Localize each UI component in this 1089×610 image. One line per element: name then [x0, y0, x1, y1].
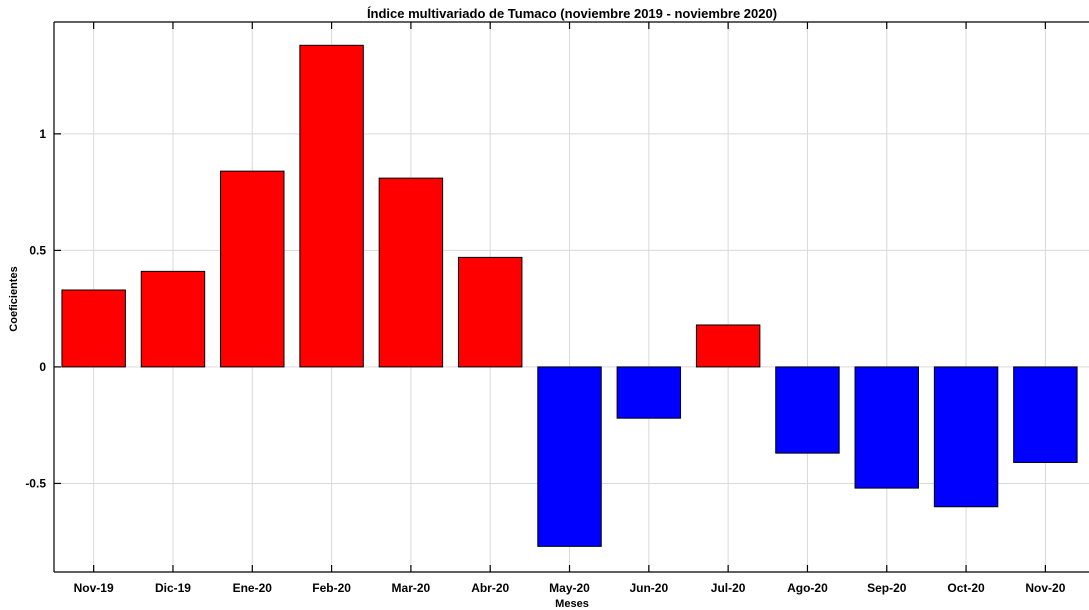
- x-tick-label: Abr-20: [471, 581, 509, 595]
- bar-abr-20: [457, 256, 523, 368]
- x-axis-label: Meses: [555, 598, 589, 610]
- bar-ene-20: [220, 170, 285, 368]
- x-tick-label: Sep-20: [867, 581, 907, 595]
- x-tick-label: Dic-19: [155, 581, 191, 595]
- bars: [61, 44, 1078, 547]
- y-tick-labels: -0.5 0 0.5 1: [25, 127, 46, 491]
- x-tick-label: Jul-20: [711, 581, 746, 595]
- y-tick-label: -0.5: [25, 476, 46, 490]
- x-tick-label: Nov-19: [74, 581, 114, 595]
- bar-jun-20: [616, 366, 682, 419]
- x-tick-label: Jun-20: [629, 581, 668, 595]
- x-tick-label: Ene-20: [233, 581, 273, 595]
- bar-oct-20: [933, 366, 999, 508]
- bar-feb-20: [299, 44, 364, 368]
- y-axis-label: Coeficientes: [8, 266, 20, 331]
- x-tick-label: Oct-20: [947, 581, 985, 595]
- bar-dic-19: [140, 270, 206, 368]
- y-tick-label: 1: [39, 127, 46, 141]
- y-tick-label: 0: [39, 360, 46, 374]
- bar-nov-20: [1013, 366, 1078, 463]
- x-tick-label: Feb-20: [312, 581, 351, 595]
- x-tick-label: Nov-20: [1025, 581, 1065, 595]
- chart-title: Índice multivariado de Tumaco (noviembre…: [367, 6, 777, 21]
- bar-may-20: [537, 366, 602, 547]
- bar-jul-20: [695, 324, 761, 368]
- axes: [53, 21, 1089, 573]
- bar-ago-20: [775, 366, 840, 454]
- x-tick-labels: Nov-19 Dic-19 Ene-20 Feb-20 Mar-20 Abr-20 May-…: [74, 581, 1066, 595]
- bar-mar-20: [378, 177, 444, 368]
- x-tick-label: Mar-20: [392, 581, 431, 595]
- bar-sep-20: [854, 366, 919, 489]
- bar-nov-19: [61, 289, 126, 368]
- x-tick-label: May-20: [549, 581, 590, 595]
- x-tick-label: Ago-20: [787, 581, 828, 595]
- y-tick-label: 0.5: [29, 243, 46, 257]
